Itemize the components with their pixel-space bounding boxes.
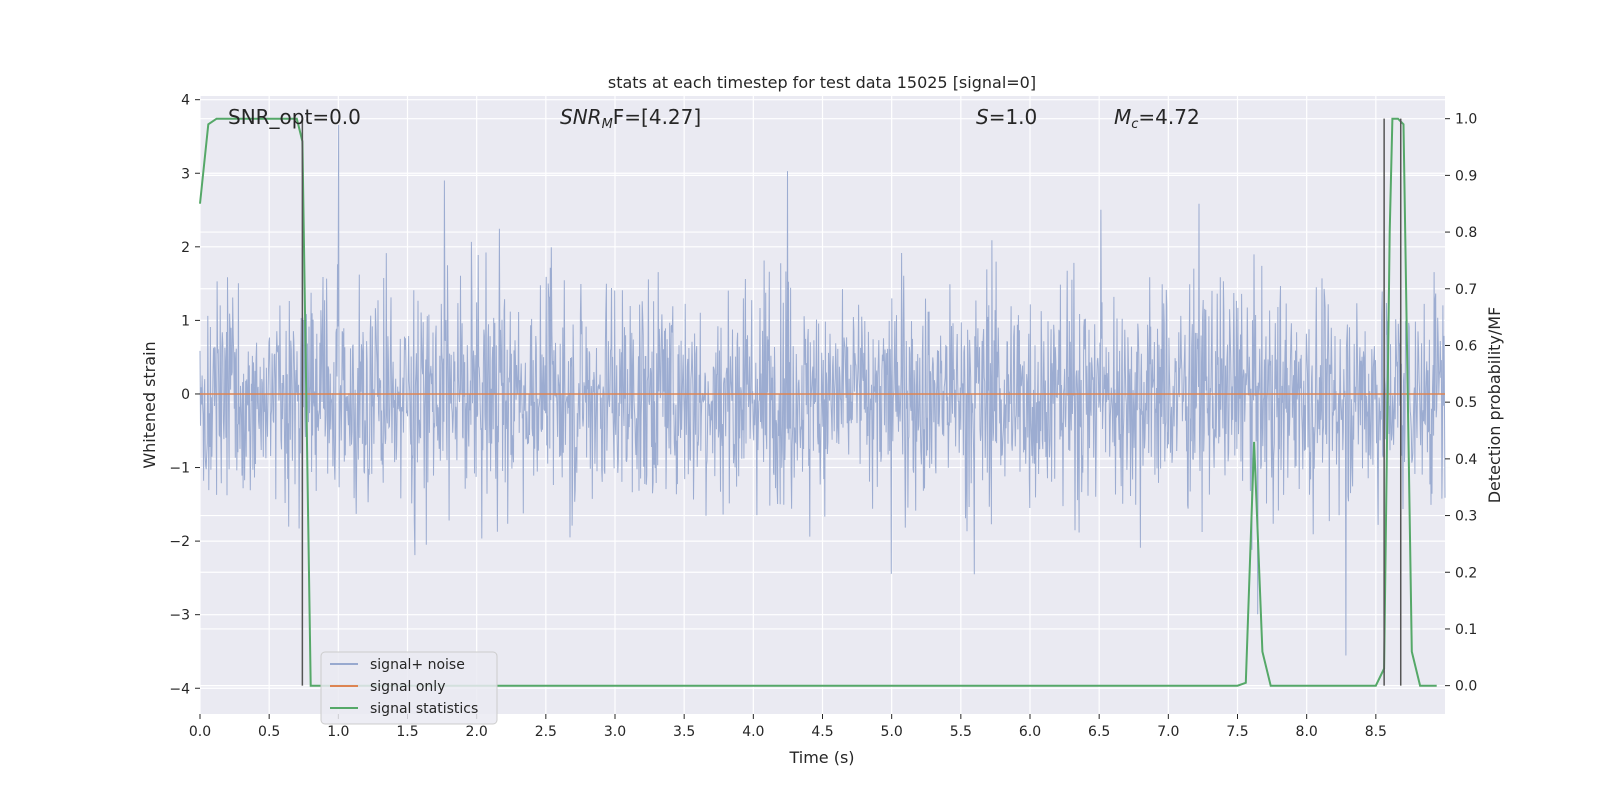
yr-tick-label-4: 0.4 <box>1455 452 1477 468</box>
snr-mf-prefix: SNR <box>560 105 602 129</box>
series-signal-statistics-line <box>199 117 1437 687</box>
y-left-axis-ticks: −4 −3 −2 −1 0 1 2 3 4 <box>169 93 200 697</box>
annotation-s: S=1.0 <box>976 105 1037 129</box>
yr-tick-label-1: 0.1 <box>1455 622 1477 638</box>
legend-label-signal-plus-noise: signal+ noise <box>370 657 465 673</box>
x-tick-label-4: 2.0 <box>466 724 488 740</box>
yr-tick-label-10: 1.0 <box>1455 112 1477 128</box>
vertical-markers <box>301 118 1402 686</box>
x-tick-label-6: 3.0 <box>604 724 626 740</box>
series-signal-plus-noise-line <box>199 124 1446 656</box>
yl-tick-label-5: 1 <box>181 313 190 329</box>
yl-tick-label-2: −2 <box>169 534 190 550</box>
x-tick-label-13: 6.5 <box>1088 724 1110 740</box>
yl-tick-label-7: 3 <box>181 166 190 182</box>
mc-suffix: =4.72 <box>1138 105 1199 129</box>
y-right-axis-ticks: 0.0 0.1 0.2 0.3 0.4 0.5 0.6 0.7 0.8 0.9 1.0 <box>1445 112 1477 695</box>
x-tick-label-17: 8.5 <box>1365 724 1387 740</box>
x-axis-label: Time (s) <box>788 748 854 767</box>
x-tick-label-7: 3.5 <box>673 724 695 740</box>
x-tick-label-12: 6.0 <box>1019 724 1041 740</box>
x-tick-label-15: 7.5 <box>1226 724 1248 740</box>
x-tick-label-16: 8.0 <box>1296 724 1318 740</box>
yr-tick-label-7: 0.7 <box>1455 282 1477 298</box>
yl-tick-label-4: 0 <box>181 387 190 403</box>
x-tick-label-5: 2.5 <box>535 724 557 740</box>
series-layer <box>199 117 1445 687</box>
s-prefix: S <box>976 105 989 129</box>
x-tick-label-14: 7.0 <box>1157 724 1179 740</box>
legend-label-signal-statistics: signal statistics <box>370 701 478 717</box>
yr-tick-label-2: 0.2 <box>1455 565 1477 581</box>
x-tick-label-8: 4.0 <box>742 724 764 740</box>
x-tick-label-2: 1.0 <box>327 724 349 740</box>
yr-tick-label-0: 0.0 <box>1455 679 1477 695</box>
snr-mf-sub: M <box>602 117 613 132</box>
legend: signal+ noise signal only signal statist… <box>320 651 498 725</box>
annotation-snr-mf: SNRMF=[4.27] <box>560 105 701 132</box>
x-tick-label-9: 4.5 <box>811 724 833 740</box>
legend-label-signal-only: signal only <box>370 679 445 695</box>
x-tick-label-0: 0.0 <box>189 724 211 740</box>
series-signal-plus-noise <box>199 124 1446 656</box>
yl-tick-label-6: 2 <box>181 240 190 256</box>
y-left-axis-label: Whitened strain <box>140 341 159 468</box>
yr-tick-label-5: 0.5 <box>1455 395 1477 411</box>
yr-tick-label-3: 0.3 <box>1455 509 1477 525</box>
yl-tick-label-0: −4 <box>169 681 190 697</box>
annotation-snr-opt: SNR_opt=0.0 <box>228 105 361 129</box>
snr-mf-suffix: F=[4.27] <box>613 105 701 129</box>
x-tick-label-10: 5.0 <box>881 724 903 740</box>
yr-tick-label-9: 0.9 <box>1455 168 1477 184</box>
x-tick-label-1: 0.5 <box>258 724 280 740</box>
x-tick-label-11: 5.5 <box>950 724 972 740</box>
y-right-axis-label: Detection probability/MF <box>1485 307 1504 504</box>
yr-tick-label-8: 0.8 <box>1455 225 1477 241</box>
legend-box <box>320 651 498 725</box>
mc-sub: c <box>1131 117 1138 132</box>
x-tick-label-3: 1.5 <box>396 724 418 740</box>
x-axis-ticks: 0.0 0.5 1.0 1.5 2.0 2.5 3.0 3.5 4.0 4.5 5.0 5.5 6.0 6… <box>189 714 1387 740</box>
mc-prefix: M <box>1114 105 1131 129</box>
yl-tick-label-8: 4 <box>181 93 190 109</box>
yl-tick-label-1: −3 <box>169 608 190 624</box>
chart-title: stats at each timestep for test data 150… <box>608 73 1036 92</box>
s-suffix: =1.0 <box>989 105 1038 129</box>
yl-tick-label-3: −1 <box>169 461 190 477</box>
yr-tick-label-6: 0.6 <box>1455 338 1477 354</box>
annotation-mc: Mc=4.72 <box>1114 105 1200 132</box>
